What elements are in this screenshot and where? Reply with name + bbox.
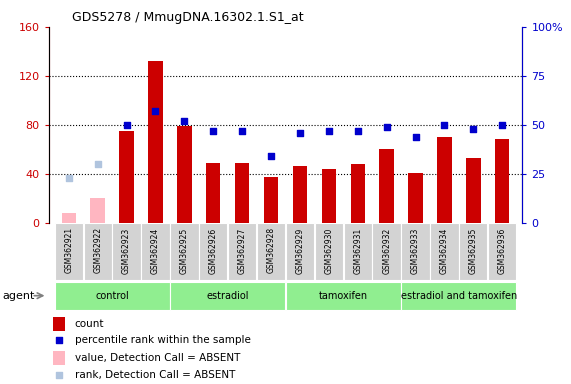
Bar <box>437 137 452 223</box>
Point <box>411 134 420 140</box>
Text: GSM362932: GSM362932 <box>382 227 391 273</box>
Point <box>180 118 189 124</box>
Text: GSM362935: GSM362935 <box>469 227 478 274</box>
Bar <box>148 61 163 223</box>
Bar <box>53 351 65 365</box>
Text: GSM362926: GSM362926 <box>209 227 218 273</box>
Bar <box>459 223 488 280</box>
Bar <box>119 131 134 223</box>
Bar <box>170 282 285 310</box>
Bar <box>372 223 401 280</box>
Point <box>267 153 276 159</box>
Text: estradiol: estradiol <box>207 291 249 301</box>
Text: GSM362929: GSM362929 <box>295 227 304 273</box>
Text: count: count <box>75 319 104 329</box>
Point <box>93 161 102 167</box>
Text: percentile rank within the sample: percentile rank within the sample <box>75 336 251 346</box>
Bar <box>401 282 516 310</box>
Text: tamoxifen: tamoxifen <box>319 291 368 301</box>
Bar <box>62 213 76 223</box>
Point <box>295 129 304 136</box>
Point <box>440 122 449 128</box>
Point <box>382 124 391 130</box>
Text: GSM362923: GSM362923 <box>122 227 131 273</box>
Bar <box>177 126 192 223</box>
Bar <box>235 163 250 223</box>
Bar <box>170 223 199 280</box>
Point <box>55 338 64 344</box>
Bar <box>55 282 170 310</box>
Bar <box>321 169 336 223</box>
Bar <box>488 223 516 280</box>
Text: GSM362931: GSM362931 <box>353 227 362 273</box>
Bar <box>257 223 285 280</box>
Text: GSM362927: GSM362927 <box>238 227 247 273</box>
Point <box>324 127 333 134</box>
Point <box>122 122 131 128</box>
Text: agent: agent <box>3 291 35 301</box>
Text: GSM362925: GSM362925 <box>180 227 189 273</box>
Bar <box>53 317 65 331</box>
Text: GSM362924: GSM362924 <box>151 227 160 273</box>
Bar <box>466 158 481 223</box>
Text: GSM362934: GSM362934 <box>440 227 449 274</box>
Bar <box>206 163 220 223</box>
Text: GSM362930: GSM362930 <box>324 227 333 274</box>
Text: control: control <box>95 291 129 301</box>
Text: rank, Detection Call = ABSENT: rank, Detection Call = ABSENT <box>75 370 235 380</box>
Bar <box>351 164 365 223</box>
Bar <box>286 223 314 280</box>
Text: value, Detection Call = ABSENT: value, Detection Call = ABSENT <box>75 353 240 363</box>
Point <box>55 372 64 378</box>
Text: GDS5278 / MmugDNA.16302.1.S1_at: GDS5278 / MmugDNA.16302.1.S1_at <box>73 11 304 24</box>
Bar <box>228 223 256 280</box>
Bar <box>495 139 509 223</box>
Bar <box>55 223 83 280</box>
Text: GSM362928: GSM362928 <box>267 227 276 273</box>
Bar <box>408 172 423 223</box>
Point <box>353 127 363 134</box>
Bar <box>431 223 459 280</box>
Point <box>151 108 160 114</box>
Bar <box>379 149 394 223</box>
Bar <box>83 223 112 280</box>
Bar <box>293 166 307 223</box>
Bar <box>264 177 278 223</box>
Point <box>469 126 478 132</box>
Point <box>64 175 73 181</box>
Bar <box>112 223 140 280</box>
Text: estradiol and tamoxifen: estradiol and tamoxifen <box>401 291 517 301</box>
Bar <box>401 223 430 280</box>
Text: GSM362922: GSM362922 <box>93 227 102 273</box>
Bar <box>315 223 343 280</box>
Text: GSM362933: GSM362933 <box>411 227 420 274</box>
Bar <box>90 198 105 223</box>
Bar <box>286 282 401 310</box>
Point <box>208 127 218 134</box>
Point <box>238 127 247 134</box>
Bar <box>199 223 227 280</box>
Text: GSM362936: GSM362936 <box>498 227 506 274</box>
Point <box>498 122 507 128</box>
Bar <box>344 223 372 280</box>
Text: GSM362921: GSM362921 <box>65 227 73 273</box>
Bar <box>141 223 170 280</box>
